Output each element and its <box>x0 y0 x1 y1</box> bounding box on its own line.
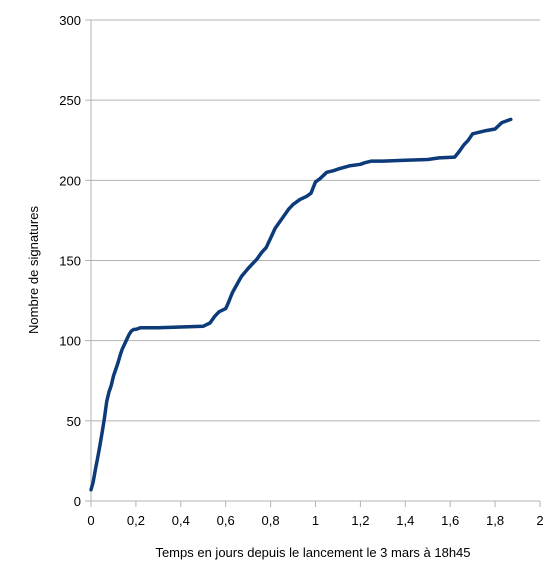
axes <box>85 19 541 507</box>
x-axis-title: Temps en jours depuis le lancement le 3 … <box>155 545 470 560</box>
x-tick-label: 0,6 <box>217 513 235 528</box>
y-tick-label: 0 <box>74 494 81 509</box>
x-tick-label: 0,2 <box>127 513 145 528</box>
x-tick-label: 1,8 <box>486 513 504 528</box>
x-tick-label: 0 <box>87 513 94 528</box>
x-tick-label: 2 <box>536 513 543 528</box>
y-axis-title: Nombre de signatures <box>26 206 41 334</box>
x-tick-label: 1,4 <box>396 513 414 528</box>
y-tick-labels: 0 50 100 150 200 250 300 <box>59 13 81 509</box>
x-tick-labels: 0 0,2 0,4 0,6 0,8 1 1,2 1,4 1,6 1,8 2 <box>87 513 543 528</box>
x-tick-label: 0,4 <box>172 513 190 528</box>
x-tick-label: 1,2 <box>351 513 369 528</box>
y-tick-label: 300 <box>59 13 81 28</box>
x-tick-label: 1 <box>312 513 319 528</box>
series-layer <box>89 117 513 492</box>
y-tick-label: 250 <box>59 93 81 108</box>
x-tick-label: 0,8 <box>262 513 280 528</box>
series-line <box>89 117 513 492</box>
grid-lines <box>91 19 540 422</box>
y-tick-label: 150 <box>59 254 81 269</box>
y-tick-label: 200 <box>59 173 81 188</box>
y-tick-label: 50 <box>67 414 81 429</box>
x-tick-label: 1,6 <box>441 513 459 528</box>
y-tick-label: 100 <box>59 334 81 349</box>
